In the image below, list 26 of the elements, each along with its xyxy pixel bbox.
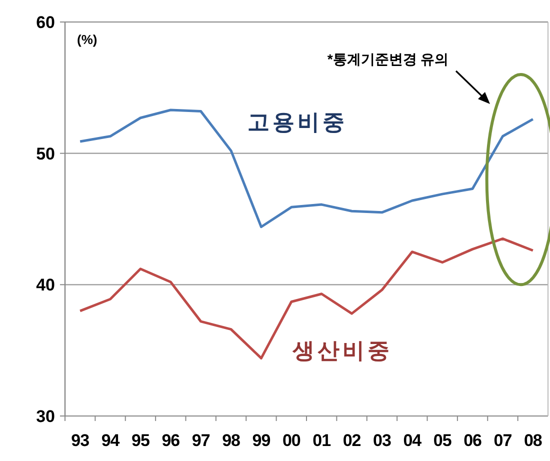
x-tick-label: 96 (162, 431, 180, 450)
line-series (78, 108, 534, 228)
x-tick-label: 04 (403, 431, 422, 450)
x-tick-label: 00 (282, 431, 300, 450)
x-tick-label: 05 (433, 431, 452, 450)
series-label: 생산비중 (292, 338, 393, 364)
x-tick-label: 07 (494, 431, 512, 450)
x-tick-label: 97 (192, 431, 210, 450)
y-axis-title: (%) (77, 32, 98, 47)
y-tick-label: 30 (36, 406, 55, 426)
y-tick-label: 40 (36, 276, 55, 295)
x-tick-label: 01 (312, 431, 331, 450)
x-tick-label: 06 (464, 431, 482, 450)
x-tick-label: 94 (101, 431, 120, 450)
line-series (78, 237, 534, 360)
x-tick-label: 98 (222, 431, 240, 450)
x-tick-label: 93 (71, 431, 90, 450)
x-tick-label: 08 (524, 431, 542, 450)
annotation: *통계기준변경 유의 (327, 51, 449, 67)
y-tick-label: 50 (36, 144, 55, 164)
series-label: 고용비중 (247, 110, 348, 135)
y-tick-label: 60 (36, 12, 55, 32)
x-tick-label: 99 (252, 431, 270, 450)
x-tick-label: 02 (342, 431, 361, 450)
x-tick-label: 95 (132, 431, 150, 450)
x-tick-label: 03 (373, 431, 391, 450)
